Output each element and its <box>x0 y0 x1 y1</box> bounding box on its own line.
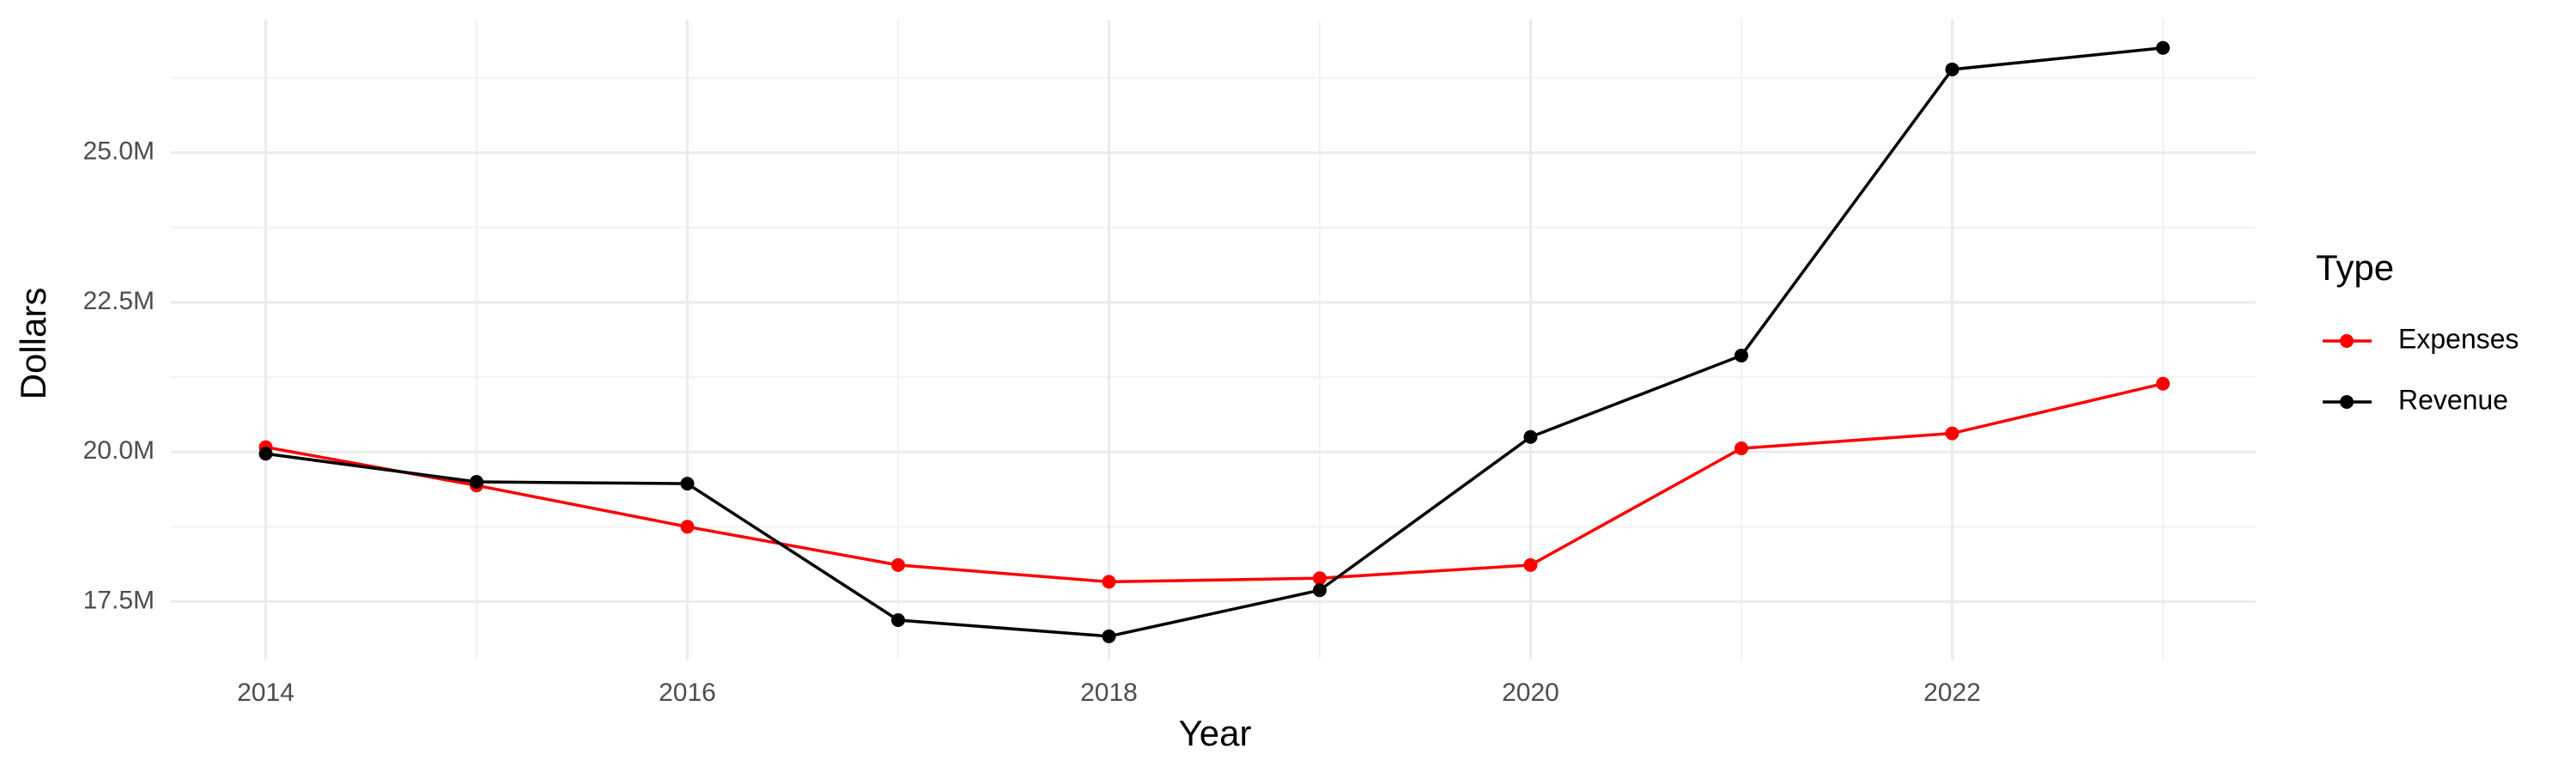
data-point <box>2155 40 2170 55</box>
data-point <box>890 613 905 628</box>
series-line <box>265 382 2164 584</box>
y-tick-label: 20.0M <box>83 436 155 465</box>
x-tick-label: 2016 <box>659 679 716 707</box>
data-point <box>680 520 695 534</box>
legend-marker <box>2340 334 2354 348</box>
series-line <box>265 46 2164 638</box>
data-point <box>1734 348 1748 362</box>
y-tick-label: 17.5M <box>83 586 155 614</box>
data-point <box>1734 441 1748 455</box>
y-axis-title: Dollars <box>13 288 53 400</box>
x-tick-label: 2020 <box>1502 679 1559 707</box>
data-point <box>1945 426 1959 441</box>
data-point <box>890 557 905 572</box>
y-tick-label: 25.0M <box>83 137 155 166</box>
x-tick-label: 2018 <box>1080 679 1138 707</box>
legend-label: Expenses <box>2398 323 2519 354</box>
data-point <box>1312 571 1327 586</box>
data-point <box>258 447 273 461</box>
y-tick-label: 22.5M <box>83 287 155 315</box>
legend-marker <box>2340 395 2354 409</box>
x-tick-label: 2022 <box>1923 679 1981 707</box>
x-axis-title: Year <box>1179 713 1252 753</box>
data-point <box>1945 62 1959 76</box>
data-point <box>1523 429 1538 444</box>
legend-title: Type <box>2316 247 2394 288</box>
data-point <box>680 477 695 491</box>
data-point <box>1102 629 1116 643</box>
data-point <box>1312 583 1327 598</box>
data-point <box>2155 376 2170 391</box>
data-point <box>1523 557 1538 572</box>
legend-label: Revenue <box>2398 384 2508 415</box>
data-point <box>469 475 483 490</box>
data-point <box>1102 575 1116 589</box>
grid <box>171 20 2256 660</box>
x-tick-label: 2014 <box>237 679 295 707</box>
